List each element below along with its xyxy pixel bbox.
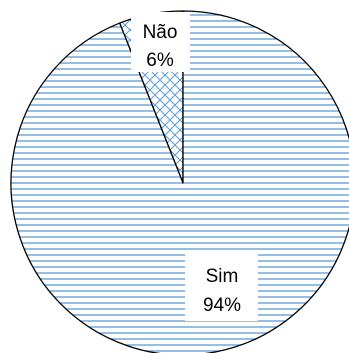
label-group-nao: Não 6% xyxy=(131,12,190,72)
slice-value-nao: 6% xyxy=(146,50,174,71)
slice-label-nao: Não xyxy=(143,22,178,43)
label-background-nao xyxy=(131,12,190,72)
label-background-sim xyxy=(185,254,258,321)
label-group-sim: Sim 94% xyxy=(185,254,258,321)
slice-label-sim: Sim xyxy=(206,266,239,287)
pie-slice-sim xyxy=(10,10,349,353)
pie-labels: Não 6% Sim 94% xyxy=(131,12,258,321)
slice-value-sim: 94% xyxy=(203,295,241,316)
